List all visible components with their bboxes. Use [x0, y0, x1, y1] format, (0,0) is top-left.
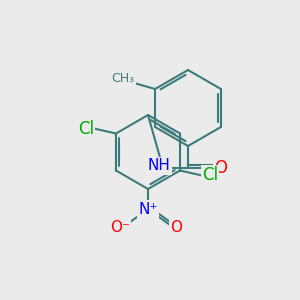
Text: O: O [214, 159, 227, 177]
Text: Cl: Cl [202, 167, 218, 184]
Text: Cl: Cl [78, 119, 94, 137]
Text: O⁻: O⁻ [110, 220, 130, 235]
Text: O: O [170, 220, 182, 235]
Text: NH: NH [148, 158, 170, 173]
Text: N⁺: N⁺ [138, 202, 158, 217]
Text: CH₃: CH₃ [112, 73, 135, 85]
